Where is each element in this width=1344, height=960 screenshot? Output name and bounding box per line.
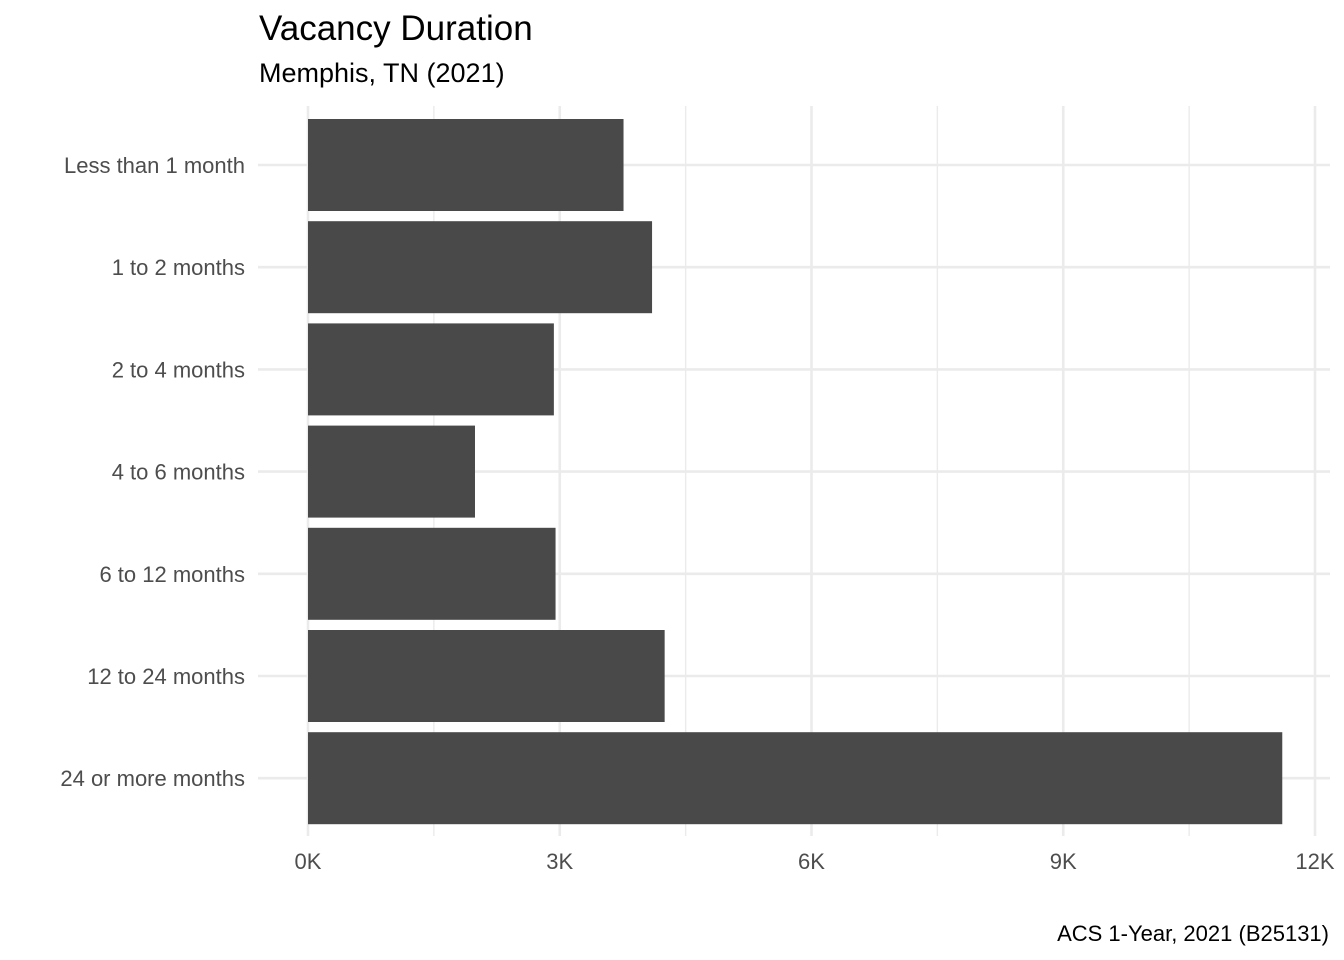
bar: [308, 119, 624, 211]
x-axis-labels: 0K 3K 6K 9K 12K: [295, 849, 1335, 874]
y-tick-label: 12 to 24 months: [87, 664, 245, 689]
x-tick-label: 0K: [295, 849, 322, 874]
y-axis-labels: Less than 1 month 1 to 2 months 2 to 4 mon…: [60, 153, 245, 791]
x-tick-label: 3K: [546, 849, 573, 874]
y-tick-label: 2 to 4 months: [112, 357, 245, 382]
bar: [308, 221, 653, 314]
x-tick-label: 9K: [1050, 849, 1077, 874]
bar: [308, 425, 475, 518]
y-tick-label: 1 to 2 months: [112, 255, 245, 280]
bar: [308, 732, 1283, 825]
y-tick-label: Less than 1 month: [64, 153, 245, 178]
bars: [308, 119, 1283, 825]
chart-caption: ACS 1-Year, 2021 (B25131): [1057, 921, 1329, 946]
bar: [308, 323, 554, 416]
x-tick-label: 6K: [798, 849, 825, 874]
bar: [308, 630, 665, 722]
chart-subtitle: Memphis, TN (2021): [259, 58, 505, 88]
chart-title: Vacancy Duration: [259, 9, 533, 48]
x-tick-label: 12K: [1295, 849, 1334, 874]
bar: [308, 527, 556, 620]
y-tick-label: 4 to 6 months: [112, 460, 245, 485]
y-tick-label: 6 to 12 months: [99, 562, 245, 587]
y-tick-label: 24 or more months: [60, 766, 245, 791]
